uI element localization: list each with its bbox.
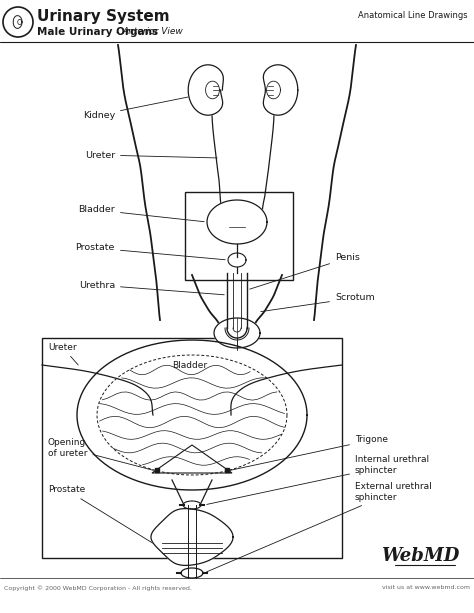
Polygon shape [264, 65, 298, 115]
Text: Trigone: Trigone [230, 435, 388, 470]
Text: Anatomical Line Drawings: Anatomical Line Drawings [358, 12, 468, 20]
Text: Bladder: Bladder [173, 360, 208, 370]
Polygon shape [207, 200, 267, 244]
Polygon shape [151, 509, 233, 565]
Text: Male Urinary Organs: Male Urinary Organs [37, 27, 158, 37]
Text: WebMD: WebMD [381, 547, 459, 565]
Text: Bladder: Bladder [78, 205, 204, 222]
Text: Scrotum: Scrotum [261, 294, 375, 311]
Text: visit us at www.webmd.com: visit us at www.webmd.com [382, 585, 470, 590]
Text: Kidney: Kidney [83, 96, 195, 120]
Text: External urethral
sphincter: External urethral sphincter [207, 482, 432, 572]
Polygon shape [77, 340, 307, 490]
Text: Penis: Penis [250, 254, 360, 289]
Text: Internal urethral
sphincter: Internal urethral sphincter [207, 455, 429, 504]
Text: Prostate: Prostate [48, 485, 156, 546]
Text: Urinary System: Urinary System [37, 9, 170, 23]
Text: Ureter: Ureter [85, 151, 217, 159]
Text: Copyright © 2000 WebMD Corporation - All rights reserved.: Copyright © 2000 WebMD Corporation - All… [4, 585, 192, 591]
Text: -: - [113, 27, 123, 37]
Text: Prostate: Prostate [76, 243, 225, 260]
Text: Ureter: Ureter [48, 343, 78, 365]
Polygon shape [214, 318, 260, 348]
Text: Urethra: Urethra [79, 281, 224, 295]
Polygon shape [228, 253, 246, 267]
Bar [42, 338, 342, 558]
Polygon shape [188, 65, 223, 115]
Bar [185, 192, 293, 280]
Text: Anterior View: Anterior View [122, 28, 183, 37]
Text: Opening
of ureter: Opening of ureter [48, 438, 153, 470]
